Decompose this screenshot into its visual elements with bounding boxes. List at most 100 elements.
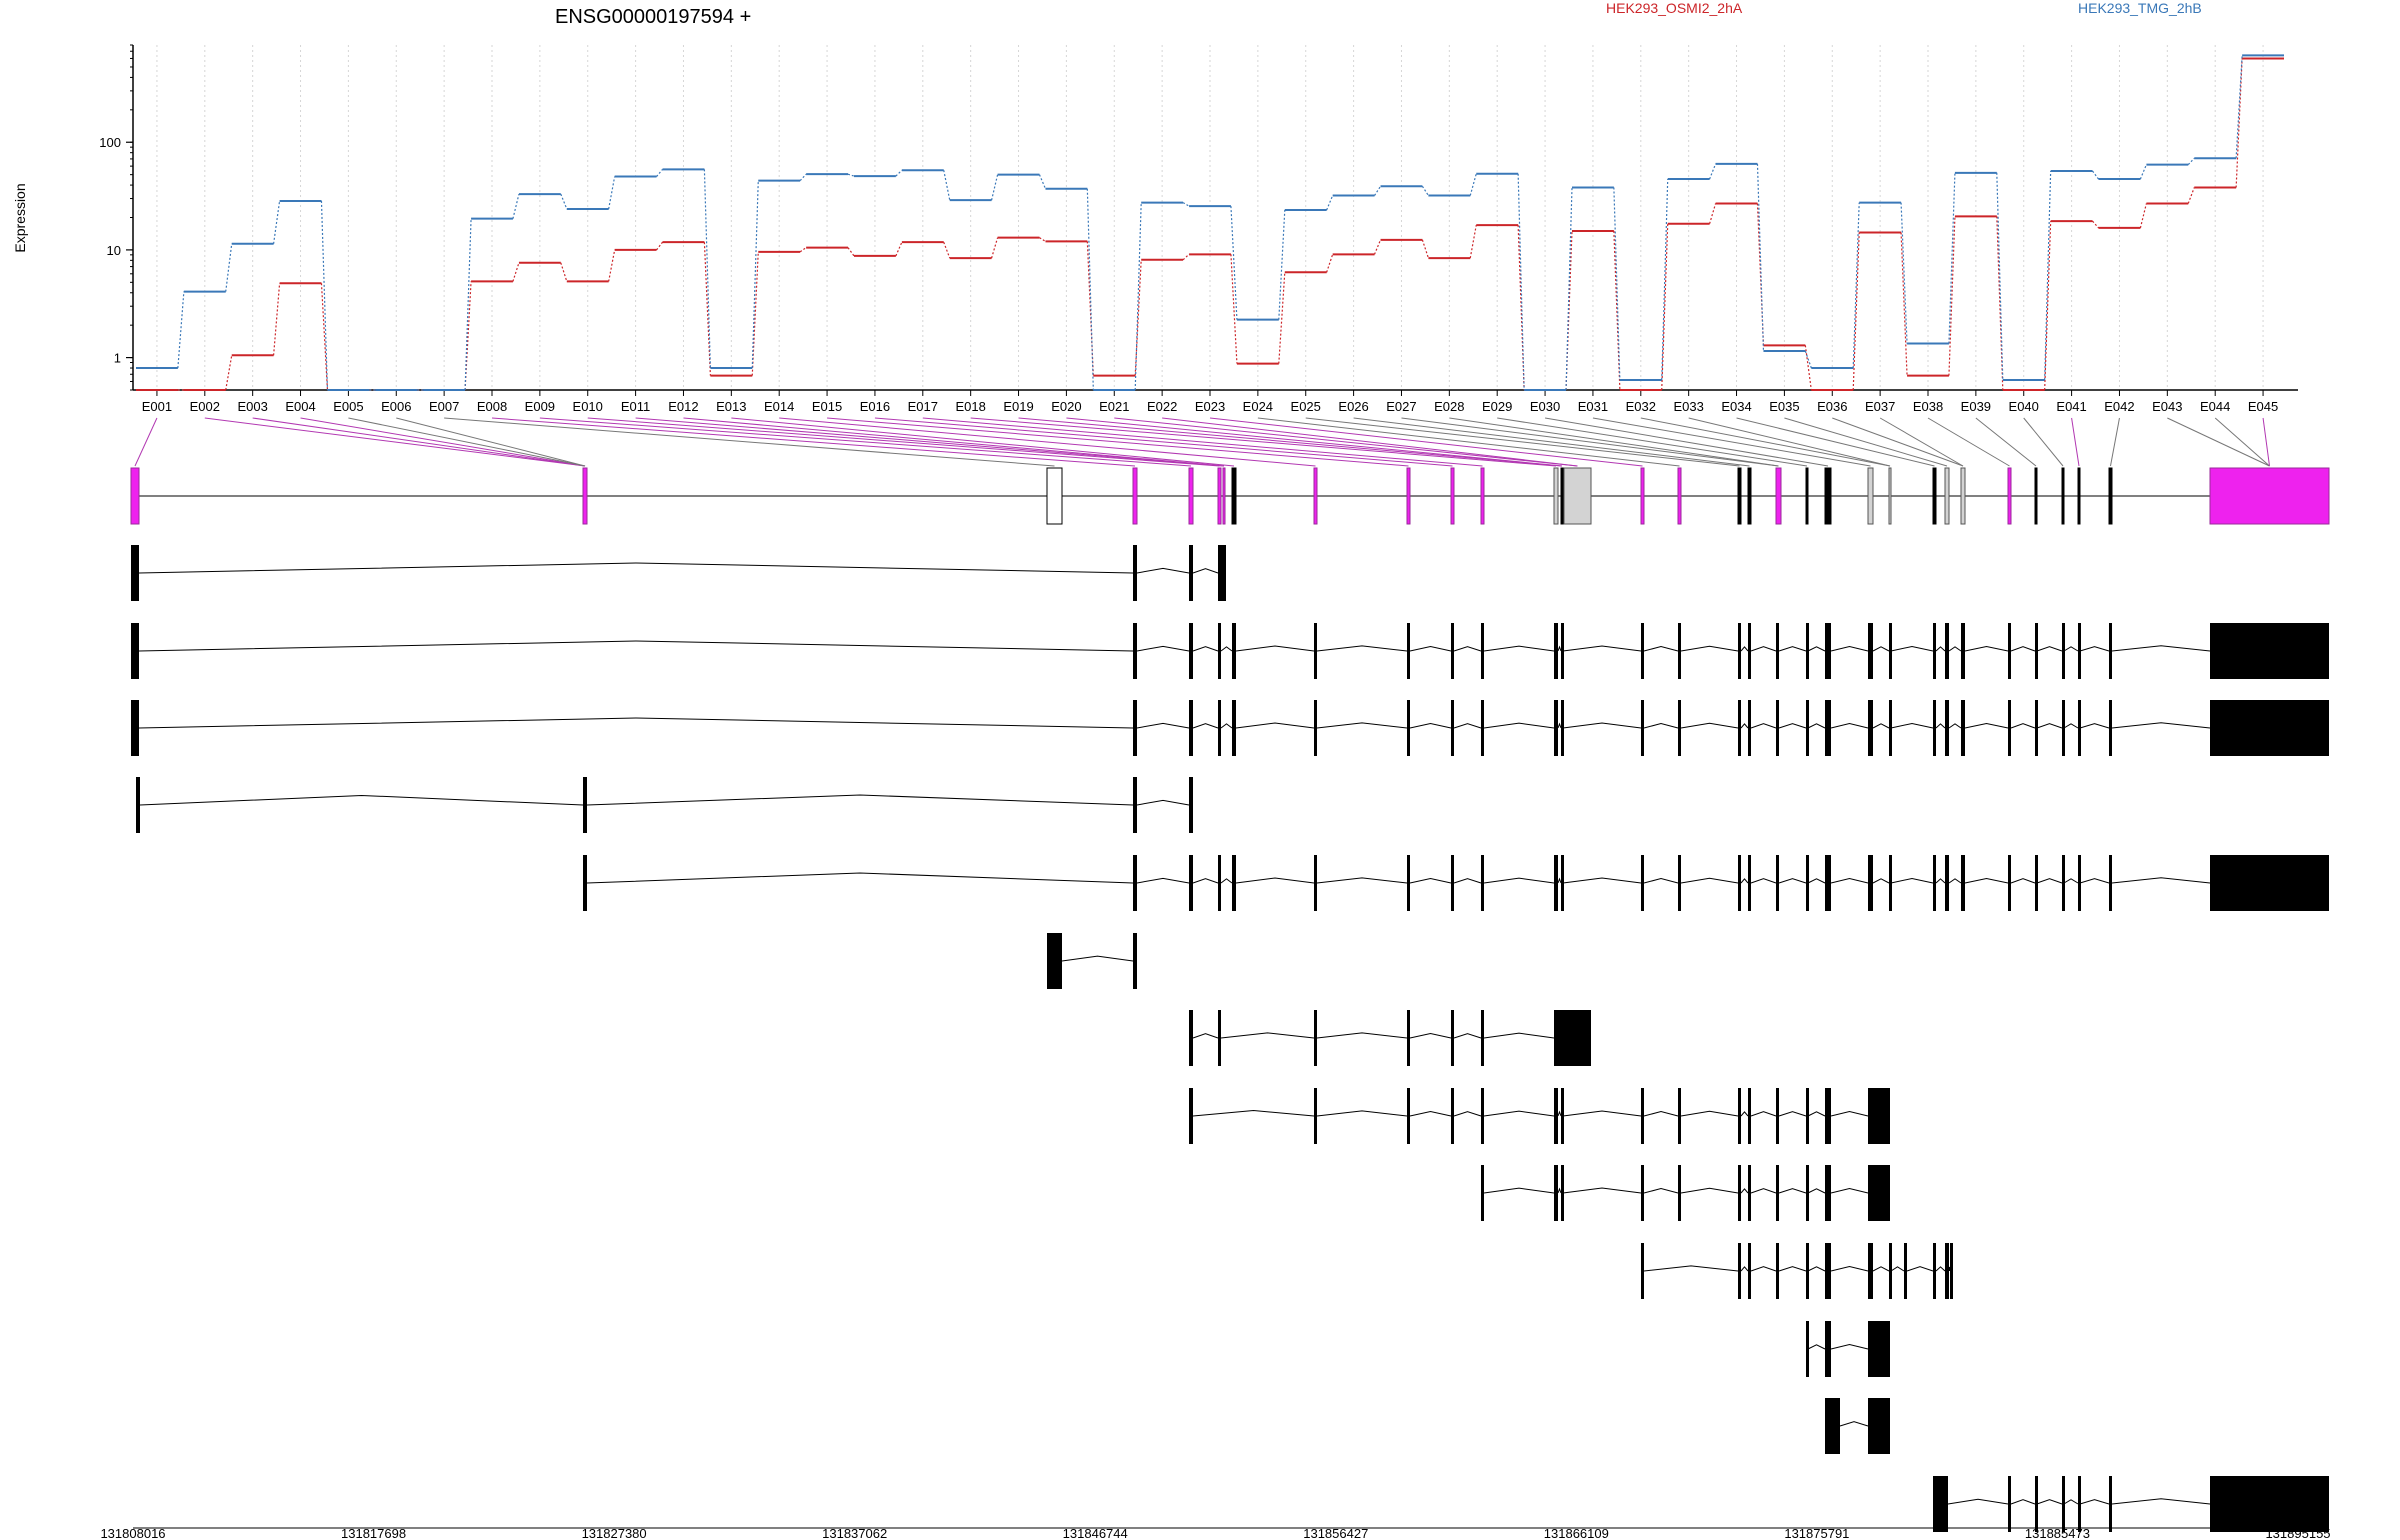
exon-label-E025: E025 bbox=[1291, 399, 1321, 414]
intron-line bbox=[1557, 1110, 1562, 1117]
series-connector bbox=[608, 176, 616, 210]
connector-E035 bbox=[1784, 417, 1948, 467]
coordinate-label: 131837062 bbox=[822, 1526, 887, 1540]
exon-block bbox=[1407, 700, 1410, 756]
intron-line bbox=[1740, 1188, 1749, 1194]
intron-line bbox=[1643, 1111, 1679, 1117]
exon-block bbox=[2109, 855, 2112, 911]
exon-label-E033: E033 bbox=[1673, 399, 1703, 414]
intron-line bbox=[2010, 878, 2036, 884]
intron-line bbox=[1778, 646, 1807, 652]
intron-line bbox=[2010, 1499, 2036, 1505]
intron-line bbox=[2111, 645, 2211, 652]
series-connector bbox=[464, 218, 472, 391]
intron-line bbox=[2111, 877, 2211, 884]
intron-line bbox=[1483, 1187, 1555, 1194]
intron-line bbox=[1872, 878, 1890, 884]
intron-line bbox=[1220, 723, 1233, 729]
intron-line bbox=[2111, 722, 2211, 729]
intron-line bbox=[1220, 878, 1233, 884]
series-connector bbox=[320, 283, 329, 391]
coordinate-label: 131885473 bbox=[2025, 1526, 2090, 1540]
intron-line bbox=[1680, 645, 1739, 652]
exon-block bbox=[1481, 1010, 1484, 1066]
exon-block bbox=[1945, 623, 1949, 679]
exon-block bbox=[1776, 1165, 1779, 1221]
exon-block bbox=[1738, 855, 1741, 911]
intron-line bbox=[1948, 878, 1962, 884]
exon-block bbox=[1133, 623, 1137, 679]
series-connector bbox=[1134, 259, 1142, 376]
intron-line bbox=[1453, 723, 1482, 729]
intron-line bbox=[1935, 878, 1946, 884]
connector-E007 bbox=[444, 417, 1055, 467]
intron-line bbox=[1220, 646, 1233, 652]
intron-line bbox=[1483, 722, 1555, 729]
exon-block bbox=[1314, 623, 1317, 679]
coordinate-label: 131866109 bbox=[1544, 1526, 1609, 1540]
series-connector bbox=[2092, 170, 2100, 180]
intron-line bbox=[1935, 646, 1946, 652]
exon-block bbox=[1407, 1010, 1410, 1066]
exon-label-E015: E015 bbox=[812, 399, 842, 414]
intron-line bbox=[1935, 1266, 1946, 1272]
exon-block bbox=[1904, 1243, 1907, 1299]
intron-line bbox=[2063, 646, 2079, 652]
exon-label-E036: E036 bbox=[1817, 399, 1847, 414]
intron-line bbox=[1643, 646, 1679, 652]
connector-E003 bbox=[252, 417, 586, 467]
connector-E020 bbox=[1066, 417, 1563, 467]
intron-line bbox=[2010, 646, 2036, 652]
y-tick-label: 10 bbox=[107, 243, 121, 258]
exon-label-E024: E024 bbox=[1243, 399, 1273, 414]
gene-exon-block bbox=[1132, 467, 1138, 525]
exon-label-E022: E022 bbox=[1147, 399, 1177, 414]
intron-line bbox=[2079, 646, 2110, 652]
connector-E014 bbox=[779, 417, 1316, 467]
series-connector bbox=[1852, 202, 1860, 369]
connector-E021 bbox=[1114, 417, 1578, 467]
exon-label-E016: E016 bbox=[860, 399, 890, 414]
connector-E012 bbox=[683, 417, 1225, 467]
intron-line bbox=[1740, 1266, 1749, 1272]
gene-exon-block bbox=[1867, 467, 1874, 525]
exon-block bbox=[2210, 700, 2329, 756]
intron-line bbox=[1807, 1344, 1826, 1350]
intron-line bbox=[1557, 1187, 1562, 1194]
connector-E032 bbox=[1640, 417, 1891, 467]
exon-block bbox=[1868, 1165, 1890, 1221]
coordinate-label: 131817698 bbox=[341, 1526, 406, 1540]
connector-E006 bbox=[396, 417, 586, 467]
series-connector bbox=[1134, 202, 1142, 391]
series-connector bbox=[1996, 172, 2004, 380]
intron-line bbox=[1235, 645, 1315, 652]
intron-line bbox=[1807, 1111, 1826, 1117]
exon-label-E035: E035 bbox=[1769, 399, 1799, 414]
connector-E043 bbox=[2167, 417, 2270, 467]
series-connector bbox=[656, 168, 663, 177]
exon-block bbox=[1776, 1243, 1779, 1299]
y-axis-label: Expression bbox=[12, 183, 28, 252]
exon-label-E034: E034 bbox=[1721, 399, 1751, 414]
series-connector bbox=[2235, 55, 2243, 159]
series-connector bbox=[1804, 345, 1812, 391]
connector-E015 bbox=[827, 417, 1409, 467]
intron-line bbox=[2063, 1499, 2079, 1505]
exon-block bbox=[2078, 855, 2081, 911]
intron-line bbox=[1409, 877, 1452, 884]
gene-exon-block bbox=[1406, 467, 1411, 525]
exon-block bbox=[1481, 700, 1484, 756]
series-connector bbox=[1326, 195, 1334, 211]
legend-series-1: HEK293_OSMI2_2hA bbox=[1606, 0, 1743, 16]
exon-block bbox=[1825, 1088, 1831, 1144]
intron-line bbox=[2036, 723, 2063, 729]
exon-block bbox=[2035, 855, 2038, 911]
exon-block bbox=[1641, 1165, 1644, 1221]
exon-block bbox=[1232, 623, 1236, 679]
exon-label-E005: E005 bbox=[333, 399, 363, 414]
exon-label-E030: E030 bbox=[1530, 399, 1560, 414]
exon-block bbox=[1133, 933, 1137, 989]
intron-line bbox=[1136, 645, 1190, 652]
gene-exon-block bbox=[1944, 467, 1950, 525]
exon-block bbox=[1776, 700, 1779, 756]
